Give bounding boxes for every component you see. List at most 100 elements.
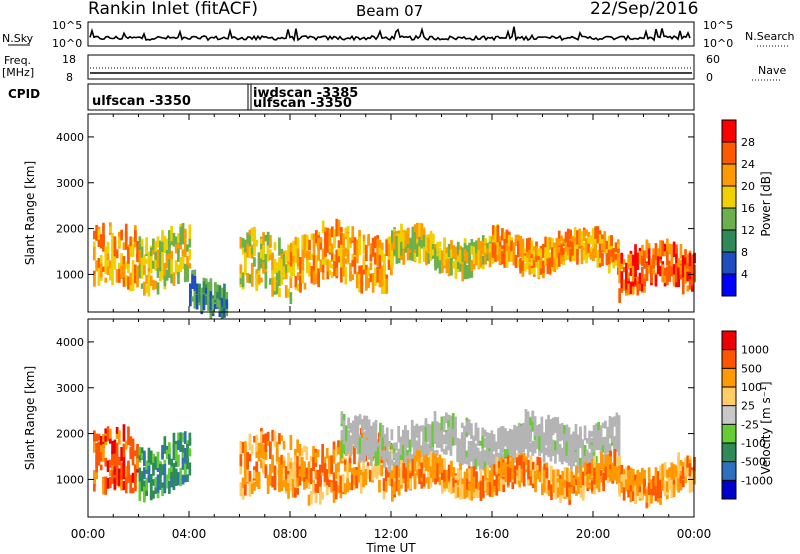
data-cell: [535, 245, 538, 256]
data-cell: [434, 454, 437, 468]
data-cell: [294, 236, 298, 245]
data-cell: [618, 259, 621, 265]
data-cell: [239, 482, 243, 497]
data-cell: [431, 453, 435, 471]
data-cell: [614, 242, 618, 259]
data-cell: [334, 463, 338, 479]
data-cell: [456, 447, 460, 460]
data-cell: [614, 254, 618, 260]
data-cell: [319, 259, 323, 270]
data-cell: [424, 418, 428, 425]
data-cell: [518, 465, 521, 481]
data-cell: [371, 466, 374, 481]
data-cell: [183, 448, 187, 466]
data-cell: [618, 257, 621, 275]
data-cell: [413, 455, 417, 472]
data-cell: [93, 241, 96, 248]
data-cell: [387, 259, 391, 270]
data-cell: [693, 471, 696, 478]
data-cell: [577, 479, 580, 494]
data-cell: [576, 462, 580, 472]
data-cell: [177, 472, 180, 481]
data-cell: [298, 449, 302, 467]
data-cell: [400, 460, 403, 475]
data-cell: [663, 483, 667, 497]
data-cell: [548, 252, 552, 258]
data-cell: [380, 464, 384, 477]
data-cell: [145, 477, 148, 491]
data-cell: [588, 470, 592, 480]
data-cell: [579, 465, 583, 480]
data-cell: [490, 435, 494, 452]
data-cell: [260, 459, 263, 469]
data-cell: [420, 462, 424, 478]
data-cell: [434, 477, 437, 485]
data-cell: [312, 244, 316, 256]
data-cell: [641, 484, 644, 499]
data-cell: [350, 474, 354, 491]
data-cell: [606, 426, 610, 445]
data-cell: [341, 473, 345, 493]
data-cell: [391, 250, 394, 261]
data-cell: [159, 259, 162, 268]
data-cell: [554, 468, 558, 484]
data-cell: [393, 247, 396, 256]
data-cell: [459, 263, 462, 272]
data-cell: [531, 440, 535, 456]
data-cell: [582, 229, 586, 242]
data-cell: [418, 222, 421, 241]
data-cell: [499, 436, 503, 455]
data-cell: [636, 252, 640, 270]
data-cell: [593, 467, 596, 485]
data-cell: [244, 445, 247, 458]
data-cell: [598, 243, 602, 256]
data-cell: [115, 457, 119, 473]
data-cell: [287, 244, 290, 261]
data-cell: [312, 268, 316, 285]
data-cell: [379, 422, 382, 437]
data-cell: [572, 442, 575, 452]
data-cell: [278, 463, 281, 477]
data-cell: [509, 466, 512, 483]
data-cell: [97, 229, 101, 240]
data-cell: [686, 254, 690, 272]
data-cell: [250, 227, 254, 242]
x-tick-label: 08:00: [273, 527, 308, 541]
data-cell: [127, 426, 130, 445]
data-cell: [625, 479, 628, 492]
data-cell: [370, 425, 373, 433]
data-cell: [367, 419, 371, 437]
data-cell: [468, 251, 471, 266]
data-cell: [594, 226, 597, 239]
data-cell: [266, 474, 270, 485]
data-cell: [186, 474, 189, 482]
data-cell: [93, 246, 96, 261]
date-label: 22/Sep/2016: [590, 0, 698, 19]
data-cell: [587, 236, 591, 244]
data-cell: [408, 439, 412, 453]
data-cell: [120, 479, 123, 491]
data-cell: [271, 476, 274, 488]
nsky-trace: [89, 26, 691, 43]
data-cell: [488, 441, 491, 455]
data-cell: [443, 458, 446, 470]
data-cell: [309, 474, 313, 485]
data-cell: [650, 277, 653, 283]
data-cell: [612, 256, 616, 265]
data-cell: [415, 423, 419, 438]
data-cell: [447, 258, 451, 277]
data-cell: [369, 243, 373, 255]
data-cell: [427, 470, 431, 489]
data-cell: [631, 484, 635, 501]
data-cell: [617, 421, 621, 433]
data-cell: [476, 459, 480, 467]
data-cell: [420, 425, 423, 432]
data-cell: [539, 251, 543, 258]
data-cell: [111, 450, 114, 465]
data-cell: [544, 236, 547, 253]
data-cell: [583, 425, 587, 441]
data-cell: [156, 474, 160, 493]
data-cell: [570, 486, 574, 494]
data-cell: [147, 447, 151, 458]
